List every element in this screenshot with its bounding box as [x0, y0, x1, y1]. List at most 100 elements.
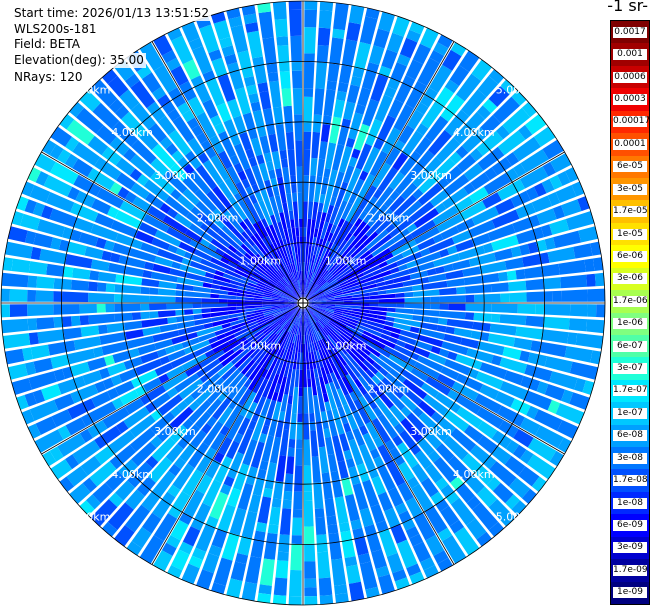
range-bin	[195, 523, 216, 552]
range-bin	[234, 269, 251, 280]
range-bin	[152, 491, 176, 520]
range-bin	[231, 345, 253, 365]
range-bin	[313, 246, 321, 265]
range-bin	[315, 377, 321, 387]
range-bin	[1, 288, 10, 302]
range-bin	[369, 293, 396, 300]
range-bin	[594, 272, 605, 287]
range-bin	[241, 4, 256, 16]
range-bin	[506, 270, 517, 281]
range-bin	[131, 441, 157, 467]
range-bin	[277, 282, 299, 300]
range-bin	[65, 454, 79, 470]
range-bin	[435, 86, 454, 108]
range-bin	[167, 317, 177, 324]
range-bin	[75, 190, 96, 208]
range-ring-label: 4.00km	[111, 468, 153, 481]
range-bin	[505, 152, 520, 166]
range-bin	[477, 75, 499, 98]
range-bin	[28, 261, 48, 275]
range-bin	[124, 320, 143, 331]
range-bin	[291, 245, 298, 272]
range-bin	[590, 350, 602, 365]
range-bin	[53, 316, 64, 328]
range-bin	[306, 317, 316, 343]
range-bin	[181, 21, 200, 43]
range-bin	[166, 57, 181, 71]
range-bin	[114, 303, 141, 312]
range-bin	[127, 335, 155, 349]
range-bin	[393, 194, 417, 217]
range-bin	[268, 133, 279, 153]
range-bin	[138, 222, 158, 237]
ray	[226, 7, 302, 298]
range-bin	[183, 489, 205, 518]
range-bin	[229, 507, 247, 536]
range-bin	[449, 519, 465, 534]
range-bin	[348, 178, 365, 205]
range-bin	[206, 398, 223, 416]
range-bin	[467, 220, 496, 238]
range-bin	[293, 491, 303, 510]
range-bin	[437, 527, 453, 542]
range-bin	[250, 137, 263, 157]
range-bin	[341, 287, 351, 293]
range-bin	[388, 233, 414, 252]
range-bin	[428, 450, 441, 463]
range-bin	[196, 447, 217, 474]
range-bin	[108, 492, 124, 508]
range-bin	[319, 1, 334, 12]
range-bin	[344, 556, 358, 567]
range-bin	[166, 226, 192, 245]
range-bin	[488, 521, 504, 537]
range-bin	[316, 350, 321, 360]
range-bin	[389, 368, 407, 383]
range-bin	[98, 324, 108, 335]
range-bin	[330, 470, 340, 481]
range-bin	[405, 59, 424, 80]
range-bin	[94, 425, 122, 449]
range-bin	[165, 443, 184, 463]
range-bin	[339, 65, 352, 84]
range-bin	[377, 413, 398, 439]
ray	[303, 308, 349, 604]
range-bin	[359, 350, 369, 360]
range-bin	[502, 346, 522, 360]
range-bin	[307, 289, 323, 300]
range-bin	[404, 389, 423, 406]
range-bin	[367, 204, 389, 228]
range-bin	[328, 266, 350, 284]
range-bin	[357, 87, 372, 107]
range-bin	[309, 245, 315, 263]
range-bin	[371, 475, 386, 496]
range-bin	[79, 500, 95, 516]
range-bin	[411, 483, 434, 512]
range-bin	[456, 373, 468, 384]
range-bin	[82, 477, 98, 493]
range-bin	[414, 361, 440, 380]
range-bin	[265, 235, 273, 245]
range-bin	[305, 317, 312, 344]
range-bin	[318, 202, 324, 212]
range-bin	[429, 317, 439, 324]
range-bin	[308, 296, 335, 302]
range-bin	[348, 438, 364, 466]
range-bin	[414, 136, 432, 156]
range-bin	[505, 494, 520, 510]
range-bin	[385, 316, 395, 322]
range-ring-label: 4.00km	[453, 468, 495, 481]
ray	[306, 42, 467, 298]
range-bin	[202, 99, 219, 119]
range-bin	[206, 78, 225, 107]
range-bin	[449, 401, 461, 414]
range-bin	[181, 353, 208, 371]
range-bin	[184, 309, 194, 315]
range-bin	[237, 315, 247, 320]
range-bin	[110, 252, 121, 263]
range-bin	[222, 341, 240, 354]
ray	[308, 211, 595, 302]
range-bin	[115, 274, 143, 286]
ray	[306, 307, 504, 537]
range-bin	[251, 334, 266, 348]
range-bin	[210, 432, 226, 451]
